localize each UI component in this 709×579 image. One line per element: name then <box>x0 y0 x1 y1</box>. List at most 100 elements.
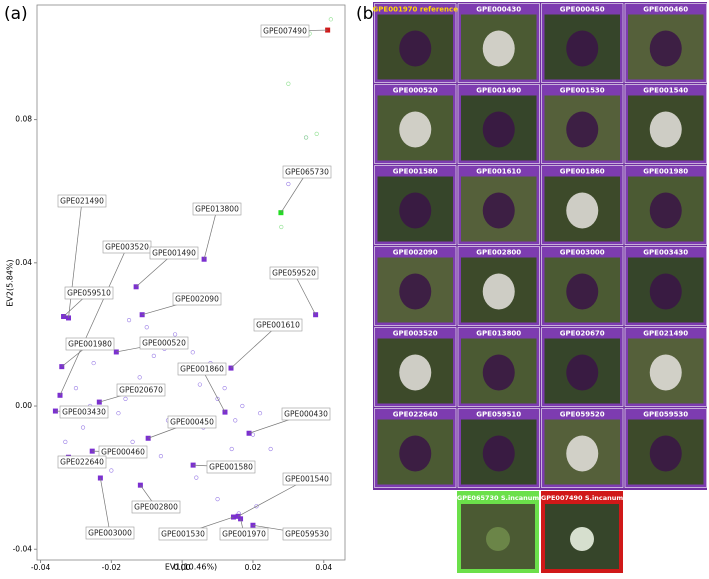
fruit <box>482 354 515 391</box>
point-label: GPE001490 <box>152 249 196 258</box>
point <box>254 504 259 509</box>
point-label: GPE001580 <box>209 463 253 472</box>
point-label: GPE002090 <box>175 295 219 304</box>
point <box>151 353 156 359</box>
fruit <box>566 273 599 310</box>
label-box <box>98 445 148 459</box>
photo-caption: GPE001610 <box>476 168 521 176</box>
fruit <box>649 354 682 391</box>
point-label: GPE001540 <box>285 475 329 484</box>
fruit <box>566 435 599 472</box>
label-box <box>158 527 208 541</box>
label-box <box>219 527 269 541</box>
label-box <box>282 527 332 541</box>
label-box <box>269 266 319 280</box>
y-tick-label: 0.00 <box>15 401 32 410</box>
point <box>197 382 202 387</box>
fruit <box>566 111 599 148</box>
point <box>233 418 238 423</box>
photo-caption: GPE065730 S.incanum <box>457 494 539 502</box>
point <box>91 360 96 366</box>
x-tick-label: -0.02 <box>102 563 122 572</box>
point-label: GPE001610 <box>256 321 300 330</box>
label-box <box>282 165 332 179</box>
label-box <box>177 362 227 376</box>
photo-caption: GPE002090 <box>393 249 438 257</box>
fruit <box>566 192 599 229</box>
label-box <box>149 246 199 260</box>
point-label: GPE001980 <box>68 340 112 349</box>
point-label: GPE001970 <box>222 530 266 539</box>
photo-caption: GPE022640 <box>393 411 438 419</box>
panel-label: (a) <box>4 4 28 24</box>
point <box>126 317 132 323</box>
leader-line <box>280 171 308 213</box>
point <box>144 325 149 330</box>
label-box <box>131 500 181 514</box>
point <box>314 131 319 137</box>
point <box>109 468 114 473</box>
point-label: GPE000430 <box>284 410 328 419</box>
point-label: GPE000520 <box>142 339 186 348</box>
photo-caption: GPE001860 <box>560 168 605 176</box>
fruit <box>486 527 510 551</box>
photo-caption: GPE007490 S.incanum <box>541 494 623 502</box>
leader-line <box>201 368 226 413</box>
label-box <box>139 336 189 350</box>
fruit <box>399 30 432 67</box>
point-label: GPE001530 <box>161 530 205 539</box>
point <box>63 439 68 444</box>
point <box>286 81 291 86</box>
point <box>137 375 142 380</box>
point-label: GPE002800 <box>134 503 178 512</box>
point <box>116 411 121 416</box>
point <box>303 135 309 140</box>
point <box>328 17 333 22</box>
x-tick-label: 0.04 <box>315 563 332 572</box>
point-label: GPE021490 <box>60 197 104 206</box>
photo-caption: GPE003000 <box>560 249 605 257</box>
fruit <box>399 273 432 310</box>
photo-caption: GPE001540 <box>643 87 688 95</box>
leader-line <box>203 208 218 260</box>
photo-caption: GPE003520 <box>393 330 438 338</box>
photo-caption: GPE003430 <box>643 249 688 257</box>
point <box>229 446 234 452</box>
fruit <box>649 192 682 229</box>
photo-caption: GPE001530 <box>560 87 605 95</box>
point-label: GPE059510 <box>67 289 111 298</box>
label-box <box>192 202 242 216</box>
photo-caption: GPE002800 <box>476 249 521 257</box>
fruit <box>649 111 682 148</box>
leader-line <box>59 246 128 396</box>
photo-caption: GPE001580 <box>393 168 438 176</box>
point <box>80 425 86 430</box>
point-label: GPE065730 <box>285 168 329 177</box>
point-label: GPE013800 <box>195 205 239 214</box>
photo-caption: GPE001970 reference <box>373 6 459 14</box>
label-box <box>65 337 115 351</box>
fruit <box>482 435 515 472</box>
label-box <box>253 318 303 332</box>
y-tick-label: 0.04 <box>15 258 32 267</box>
photo-caption: GPE001490 <box>476 87 521 95</box>
label-box <box>172 292 222 306</box>
label-box <box>64 286 114 300</box>
label-box <box>85 526 135 540</box>
fruit <box>566 30 599 67</box>
point <box>268 446 273 452</box>
leader-line <box>68 200 83 318</box>
leader-line <box>293 272 316 315</box>
photo-caption: GPE020670 <box>560 330 605 338</box>
point <box>172 332 178 337</box>
x-tick-label: -0.04 <box>31 563 51 572</box>
y-tick-label: -0.04 <box>13 544 33 553</box>
point <box>325 27 331 33</box>
x-tick-label: 0.00 <box>174 563 191 572</box>
point <box>240 403 245 409</box>
label-box <box>116 383 166 397</box>
point-label: GPE003000 <box>88 529 132 538</box>
point <box>215 497 220 502</box>
